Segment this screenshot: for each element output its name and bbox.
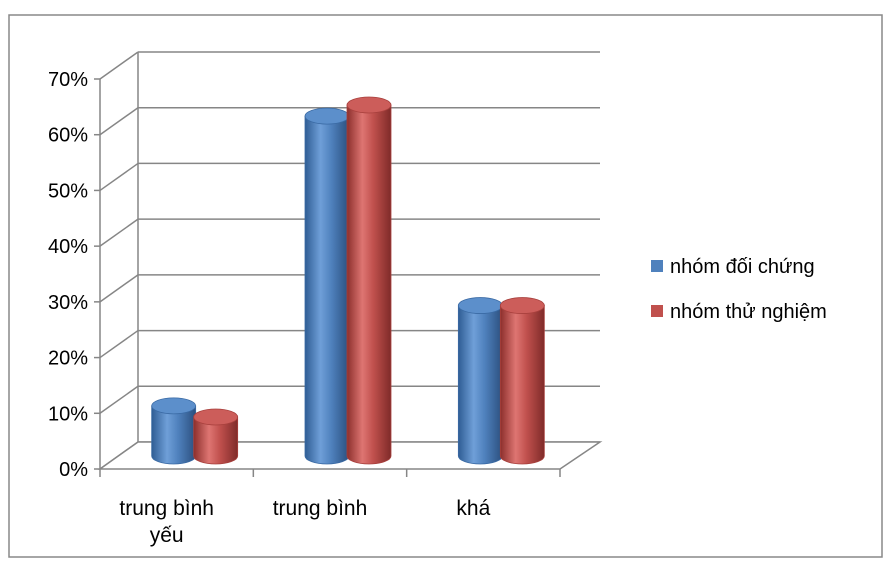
bar — [304, 107, 350, 465]
bar-body — [304, 115, 350, 465]
bar — [457, 297, 503, 465]
x-category-label: yếu — [150, 524, 184, 547]
bar-top — [499, 297, 545, 314]
gridline-side — [99, 162, 139, 192]
x-category-label: trung bình — [273, 497, 368, 520]
y-tick-label: 20% — [48, 348, 88, 370]
chart-border — [8, 14, 883, 558]
y-tick-label: 70% — [48, 69, 88, 91]
legend-swatch — [651, 305, 663, 317]
bar-top — [304, 107, 350, 125]
y-tick-label: 60% — [48, 125, 88, 147]
x-category-label: khá — [456, 497, 490, 520]
y-tick-label: 30% — [48, 292, 88, 314]
y-tick-label: 0% — [59, 459, 88, 481]
bar — [499, 297, 545, 465]
labels-layer: 0% 10% 20% 30% 40% 50% 60% 70% trung bình yếu trun… — [48, 69, 491, 547]
legend-label: nhóm thử nghiệm — [670, 301, 827, 323]
bar — [346, 96, 392, 465]
gridline-side — [99, 329, 139, 359]
gridline-side — [99, 385, 139, 414]
bar — [193, 408, 239, 465]
gridline-side — [99, 274, 139, 303]
bar-body — [457, 305, 503, 465]
legend: nhóm đối chứng nhóm thử nghiệm — [651, 256, 827, 323]
bars-layer — [151, 96, 545, 465]
legend-swatch — [651, 260, 663, 272]
legend-label: nhóm đối chứng — [670, 256, 815, 278]
y-tick-label: 50% — [48, 180, 88, 202]
gridline-side — [99, 218, 139, 247]
bar-body — [499, 305, 545, 465]
y-tick-label: 40% — [48, 236, 88, 258]
y-tick-label: 10% — [48, 403, 88, 425]
bar-top — [193, 408, 239, 426]
bar-top — [151, 397, 197, 415]
bar-top — [346, 96, 392, 114]
bar-body — [151, 405, 197, 465]
bar-top — [457, 297, 503, 314]
bar — [151, 397, 197, 465]
bar-body — [193, 416, 239, 465]
bar-body — [346, 104, 392, 465]
gridline-side — [99, 107, 139, 136]
x-category-label: trung bình — [119, 497, 214, 520]
gridline-side — [99, 51, 139, 80]
